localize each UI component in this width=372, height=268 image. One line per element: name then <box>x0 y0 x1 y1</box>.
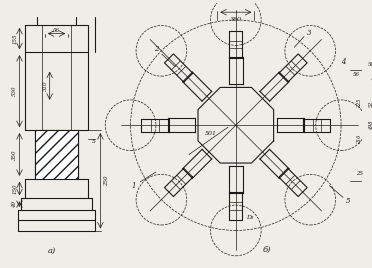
Text: 4: 4 <box>369 77 372 82</box>
Text: 52: 52 <box>369 101 372 107</box>
Text: 250: 250 <box>104 176 109 186</box>
Text: 350: 350 <box>12 149 17 160</box>
Text: 56: 56 <box>53 28 60 33</box>
Text: 1: 1 <box>131 182 136 190</box>
Text: 5: 5 <box>92 139 96 144</box>
Text: 380: 380 <box>230 17 242 21</box>
Text: D₂: D₂ <box>246 215 253 220</box>
Text: 501: 501 <box>205 131 217 136</box>
Text: 4: 4 <box>341 58 345 66</box>
Text: а): а) <box>48 247 56 255</box>
Text: 5: 5 <box>346 197 350 205</box>
Text: 2: 2 <box>154 45 158 53</box>
Text: 25: 25 <box>356 172 363 176</box>
Text: 530: 530 <box>12 86 17 96</box>
Text: 56: 56 <box>368 62 372 67</box>
Text: 210: 210 <box>357 134 362 144</box>
Text: 3: 3 <box>307 29 311 37</box>
Text: 56: 56 <box>353 72 360 77</box>
Bar <box>35 130 78 179</box>
Text: б): б) <box>263 246 271 254</box>
Text: 40: 40 <box>12 201 17 208</box>
Text: 150: 150 <box>12 183 17 194</box>
Text: 155: 155 <box>12 33 17 44</box>
Text: 225: 225 <box>357 99 362 109</box>
Text: 498: 498 <box>369 121 372 130</box>
Text: 310: 310 <box>43 80 48 91</box>
